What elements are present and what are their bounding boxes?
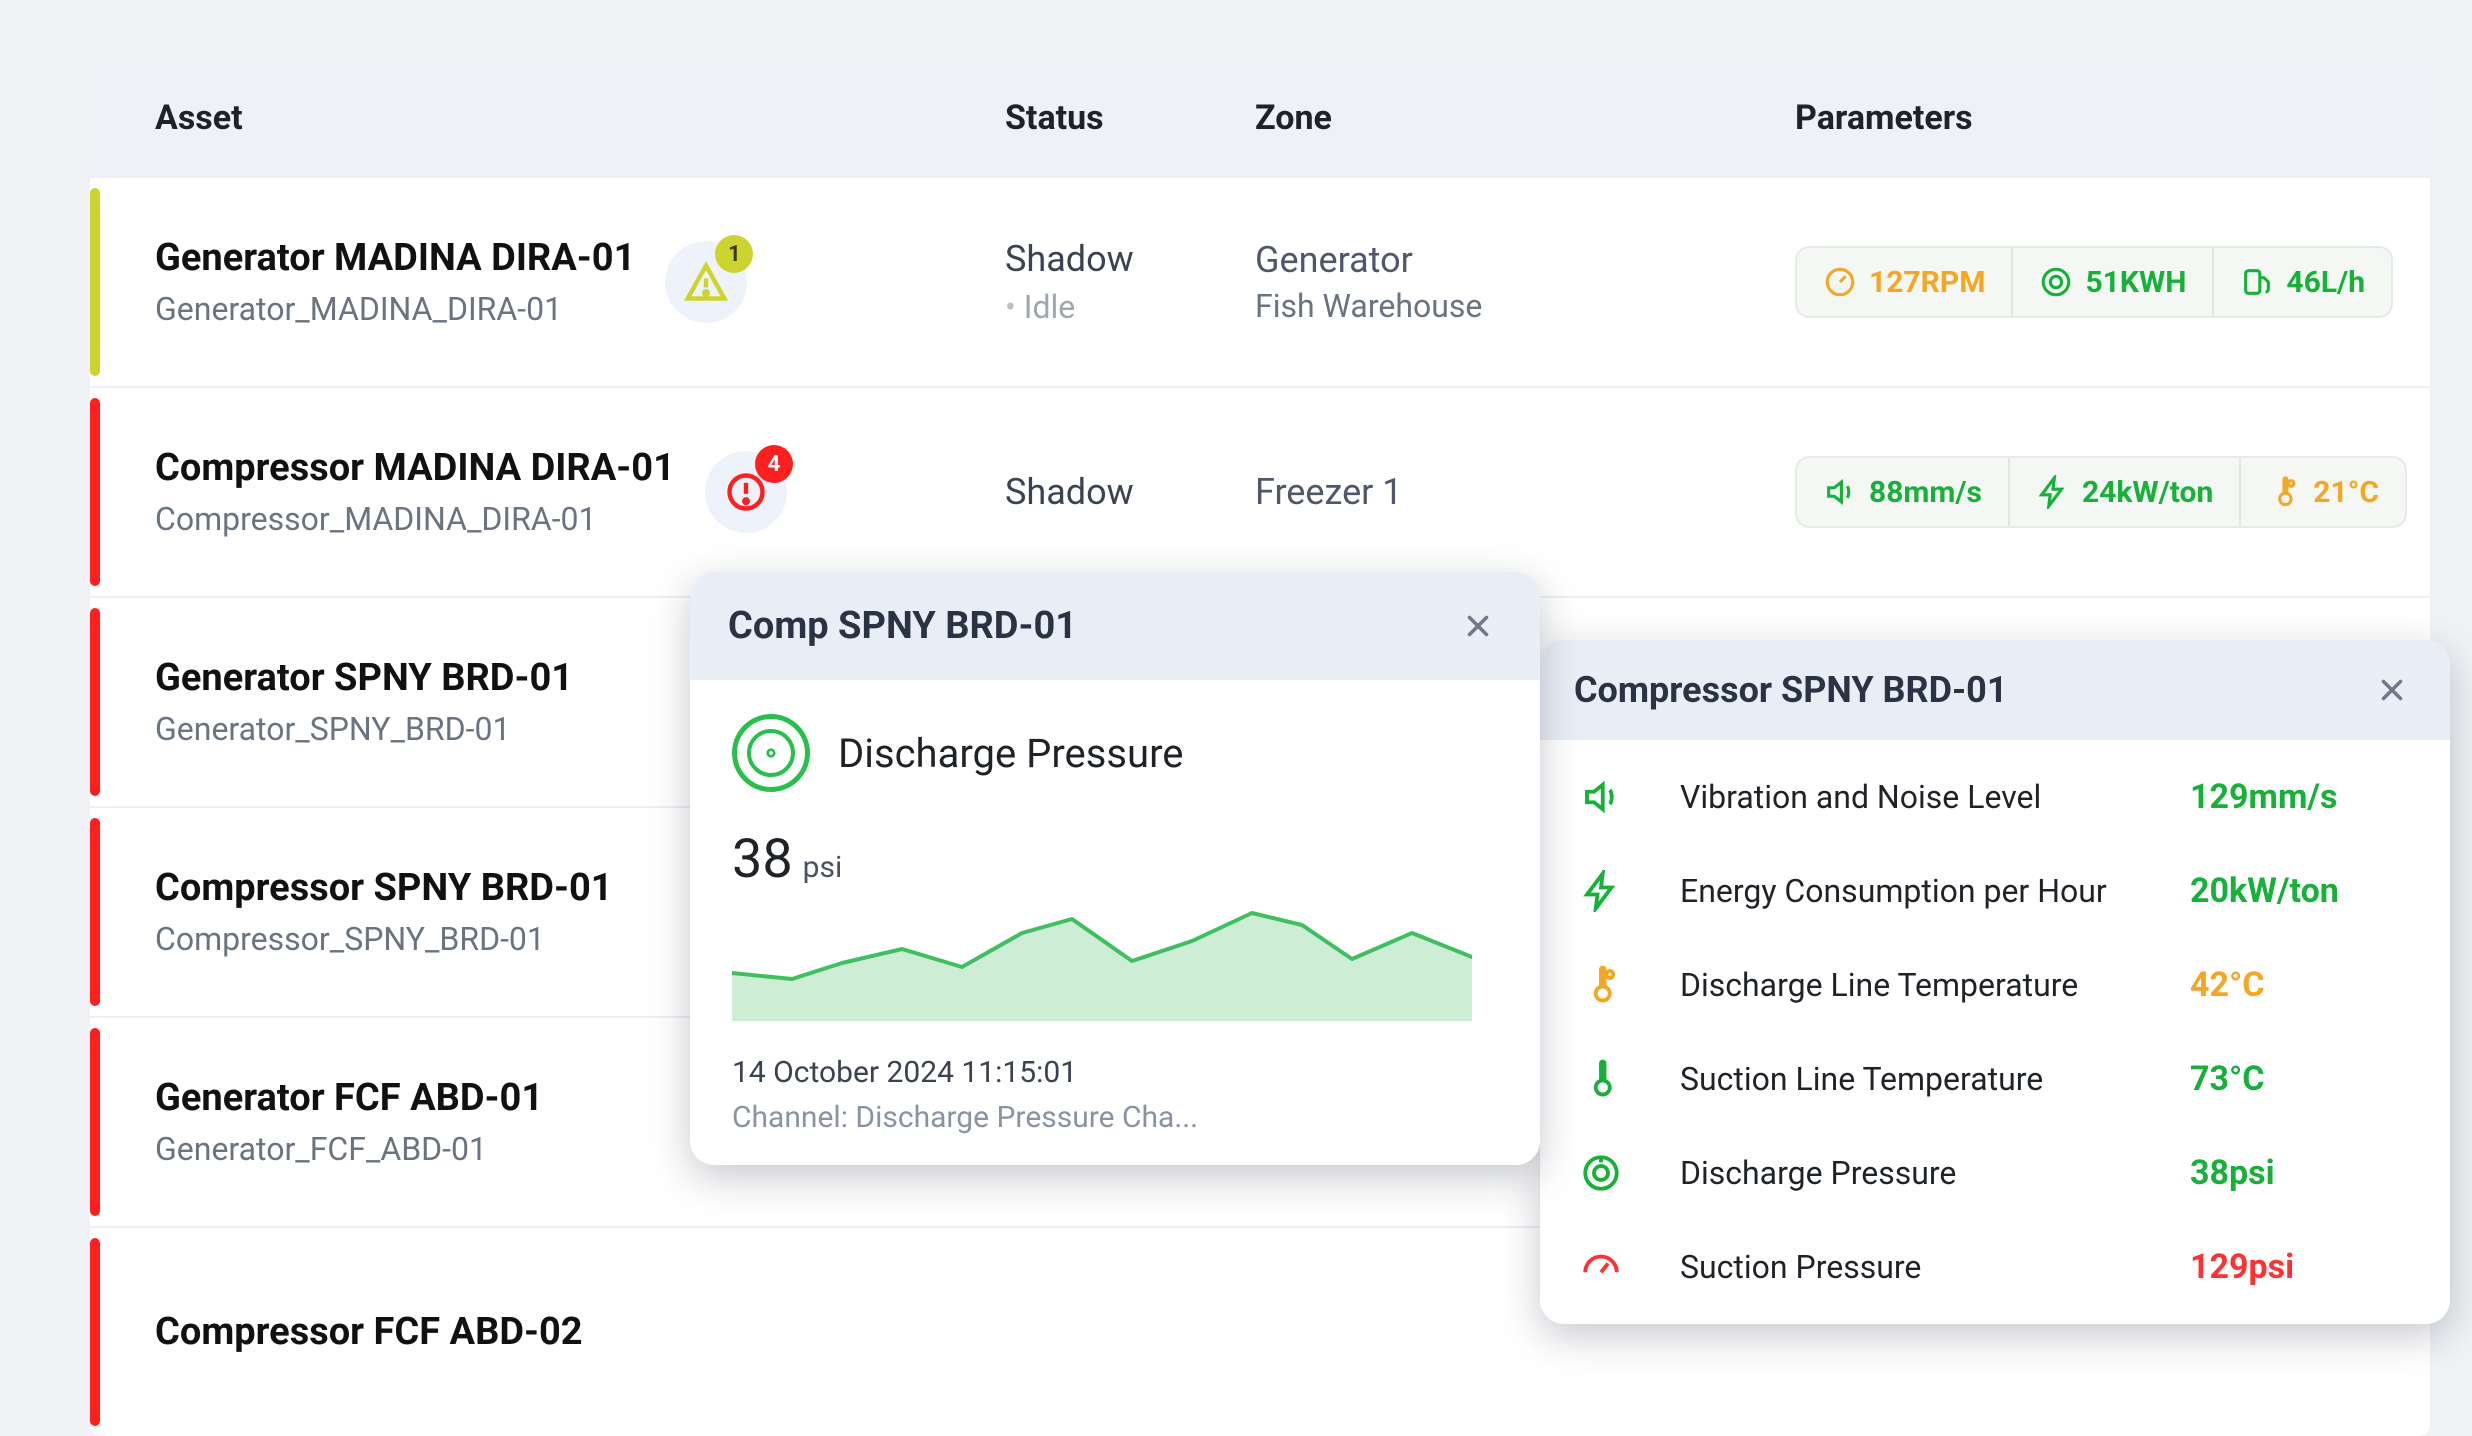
close-icon[interactable] — [2368, 666, 2416, 714]
asset-title: Generator FCF ABD-01 — [155, 1076, 543, 1120]
metric-timestamp: 14 October 2024 11:15:01 — [732, 1055, 1498, 1090]
param-value: 38psi — [2190, 1153, 2410, 1193]
metric-channel: Channel: Discharge Pressure Cha... — [732, 1100, 1498, 1135]
target-icon — [2039, 265, 2073, 299]
asset-title: Compressor SPNY BRD-01 — [155, 866, 613, 910]
param-chip[interactable]: 21°C — [2241, 458, 2405, 526]
param-chip[interactable]: 46L/h — [2214, 248, 2391, 316]
param-name: Vibration and Noise Level — [1680, 778, 2190, 816]
metric-popover: Comp SPNY BRD-01 Discharge Pressure 38 p… — [690, 572, 1540, 1165]
parameter-list-popover: Compressor SPNY BRD-01 Vibration and Noi… — [1540, 640, 2450, 1324]
thermo-icon — [2267, 475, 2301, 509]
alert-icon[interactable]: 1 — [665, 241, 747, 323]
gauge-icon — [1823, 265, 1857, 299]
status-value: Shadow — [1005, 238, 1255, 280]
asset-subtitle: Generator_MADINA_DIRA-01 — [155, 290, 635, 328]
col-status: Status — [1005, 98, 1255, 138]
sparkline-chart — [732, 901, 1498, 1025]
param-name: Energy Consumption per Hour — [1680, 872, 2190, 910]
zone-value: Freezer 1 — [1255, 471, 1795, 513]
metric-value: 38 — [732, 828, 793, 891]
bolt-icon — [2036, 475, 2070, 509]
param-name: Discharge Pressure — [1680, 1154, 2190, 1192]
param-row[interactable]: Suction Pressure129psi — [1540, 1220, 2450, 1314]
param-value: 88mm/s — [1869, 475, 1982, 510]
params-pill: 127RPM 51KWH 46L/h — [1795, 246, 2393, 318]
asset-subtitle: Compressor_MADINA_DIRA-01 — [155, 500, 675, 538]
param-name: Suction Pressure — [1680, 1248, 2190, 1286]
thermo-icon — [1580, 964, 1680, 1006]
param-row[interactable]: Energy Consumption per Hour20kW/ton — [1540, 844, 2450, 938]
status-sub: Idle — [1005, 288, 1255, 326]
param-value: 127RPM — [1869, 265, 1985, 300]
gauge3-icon — [1580, 1246, 1680, 1288]
asset-subtitle: Compressor_SPNY_BRD-01 — [155, 920, 613, 958]
zone-value: Generator — [1255, 239, 1795, 281]
metric-unit: psi — [803, 850, 843, 885]
table-row[interactable]: Compressor MADINA DIRA-01 Compressor_MADI… — [90, 386, 2430, 596]
params-pill: 88mm/s 24kW/ton 21°C — [1795, 456, 2407, 528]
thermo2-icon — [1580, 1058, 1680, 1100]
alert-badge: 1 — [715, 235, 753, 273]
fuel-icon — [2240, 265, 2274, 299]
param-name: Suction Line Temperature — [1680, 1060, 2190, 1098]
param-value: 21°C — [2313, 475, 2379, 510]
asset-subtitle: Generator_SPNY_BRD-01 — [155, 710, 573, 748]
close-icon[interactable] — [1454, 602, 1502, 650]
alert-icon[interactable]: 4 — [705, 451, 787, 533]
param-value: 46L/h — [2286, 265, 2365, 300]
param-row[interactable]: Discharge Pressure38psi — [1540, 1126, 2450, 1220]
param-chip[interactable]: 24kW/ton — [2010, 458, 2241, 526]
table-header: Asset Status Zone Parameters — [90, 60, 2430, 176]
param-value: 42°C — [2190, 965, 2410, 1005]
metric-popover-title: Comp SPNY BRD-01 — [728, 604, 1077, 648]
param-row[interactable]: Suction Line Temperature73°C — [1540, 1032, 2450, 1126]
col-asset: Asset — [155, 98, 1005, 138]
gauge2-icon — [1580, 1152, 1680, 1194]
param-value: 24kW/ton — [2082, 475, 2213, 510]
param-chip[interactable]: 51KWH — [2013, 248, 2214, 316]
asset-subtitle: Generator_FCF_ABD-01 — [155, 1130, 543, 1168]
status-value: Shadow — [1005, 471, 1255, 513]
param-value: 129mm/s — [2190, 777, 2410, 817]
bolt-icon — [1580, 870, 1680, 912]
col-zone: Zone — [1255, 98, 1795, 138]
param-value: 129psi — [2190, 1247, 2410, 1287]
param-value: 20kW/ton — [2190, 871, 2410, 911]
asset-title: Compressor MADINA DIRA-01 — [155, 446, 675, 490]
param-value: 73°C — [2190, 1059, 2410, 1099]
param-name: Discharge Line Temperature — [1680, 966, 2190, 1004]
param-row[interactable]: Discharge Line Temperature42°C — [1540, 938, 2450, 1032]
param-chip[interactable]: 88mm/s — [1797, 458, 2010, 526]
col-parameters: Parameters — [1795, 98, 2430, 138]
table-row[interactable]: Generator MADINA DIRA-01 Generator_MADINA… — [90, 176, 2430, 386]
parameter-list-title: Compressor SPNY BRD-01 — [1574, 669, 2007, 711]
asset-title: Generator MADINA DIRA-01 — [155, 236, 635, 280]
alert-badge: 4 — [755, 445, 793, 483]
asset-title: Compressor FCF ABD-02 — [155, 1310, 583, 1354]
speaker-icon — [1823, 475, 1857, 509]
gauge-icon — [732, 714, 810, 792]
zone-sub: Fish Warehouse — [1255, 287, 1795, 325]
metric-name: Discharge Pressure — [838, 730, 1184, 777]
param-value: 51KWH — [2085, 265, 2186, 300]
asset-title: Generator SPNY BRD-01 — [155, 656, 573, 700]
param-row[interactable]: Vibration and Noise Level129mm/s — [1540, 750, 2450, 844]
param-chip[interactable]: 127RPM — [1797, 248, 2013, 316]
speaker-icon — [1580, 776, 1680, 818]
